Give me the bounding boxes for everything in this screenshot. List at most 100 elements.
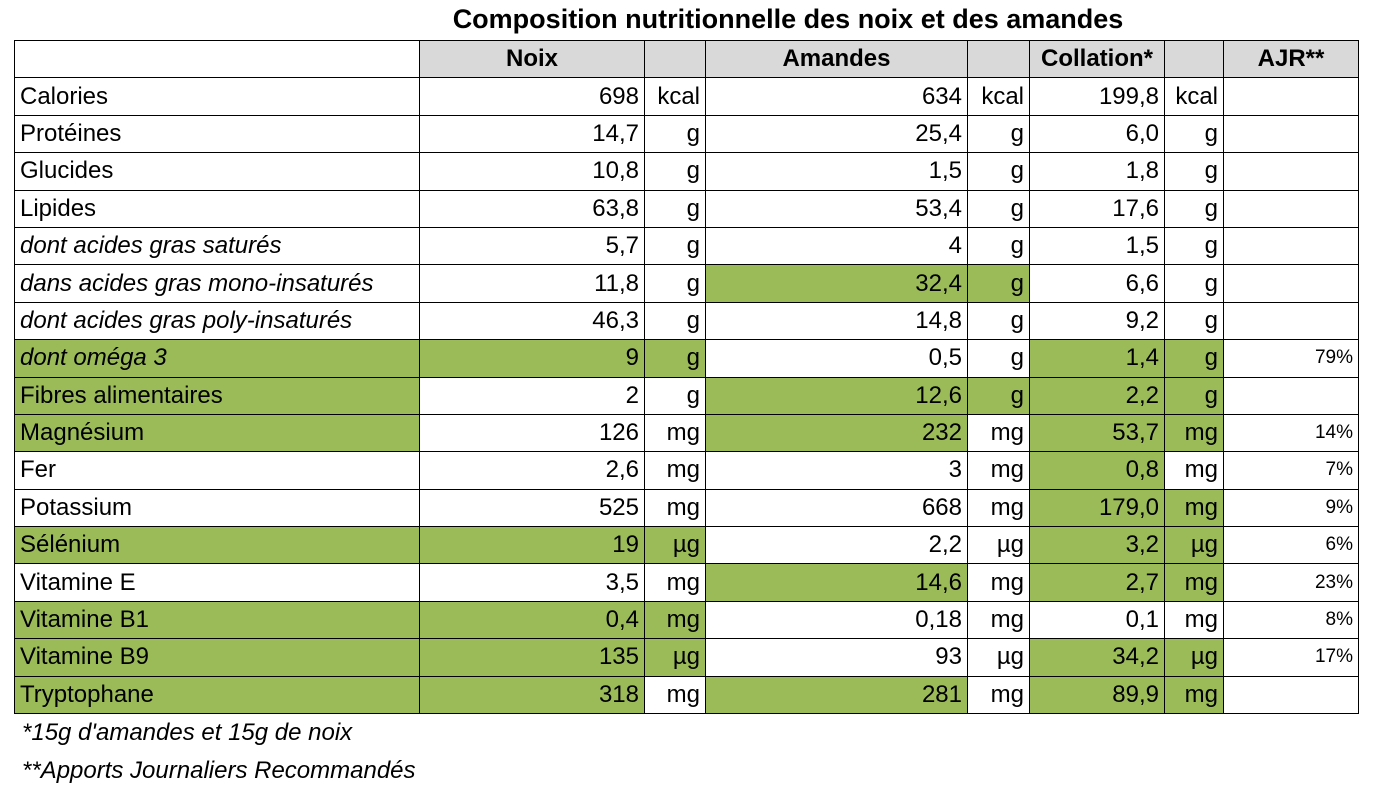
noix-unit: mg (644, 488, 706, 528)
noix-unit: µg (644, 526, 706, 565)
table-row: Fer 2,6 mg 3 mg 0,8 mg 7% (14, 451, 1359, 490)
nutrient-label: Protéines (14, 114, 420, 154)
table-row: Vitamine B1 0,4 mg 0,18 mg 0,1 mg 8% (14, 600, 1359, 640)
collation-value: 3,2 (1029, 526, 1165, 565)
table-row: Glucides 10,8 g 1,5 g 1,8 g (14, 152, 1359, 191)
noix-value: 5,7 (419, 226, 645, 266)
noix-unit: g (644, 114, 706, 154)
table-row: dont acides gras saturés 5,7 g 4 g 1,5 g (14, 226, 1359, 266)
collation-value: 1,5 (1029, 226, 1165, 266)
amandes-value: 4 (705, 226, 968, 266)
amandes-unit: mg (967, 675, 1030, 715)
amandes-value: 32,4 (705, 264, 968, 303)
nutrient-label: Vitamine B9 (14, 638, 420, 677)
nutrient-label: dans acides gras mono-insaturés (14, 264, 420, 303)
nutrient-label: dont acides gras poly-insaturés (14, 301, 420, 341)
table-row: Vitamine E 3,5 mg 14,6 mg 2,7 mg 23% (14, 563, 1359, 602)
ajr-value (1223, 301, 1359, 341)
header-noix: Noix (419, 39, 645, 79)
noix-value: 525 (419, 488, 645, 528)
table-row: Potassium 525 mg 668 mg 179,0 mg 9% (14, 488, 1359, 528)
amandes-value: 281 (705, 675, 968, 715)
noix-value: 2,6 (419, 451, 645, 490)
amandes-unit: g (967, 301, 1030, 341)
amandes-unit: µg (967, 526, 1030, 565)
collation-value: 17,6 (1029, 189, 1165, 228)
collation-unit: g (1164, 152, 1224, 191)
collation-value: 53,7 (1029, 413, 1165, 453)
amandes-value: 53,4 (705, 189, 968, 228)
ajr-value (1223, 226, 1359, 266)
amandes-value: 1,5 (705, 152, 968, 191)
nutrient-label: Vitamine B1 (14, 600, 420, 640)
ajr-value: 23% (1223, 563, 1359, 602)
collation-value: 6,6 (1029, 264, 1165, 303)
noix-unit: mg (644, 451, 706, 490)
table-row: Protéines 14,7 g 25,4 g 6,0 g (14, 114, 1359, 154)
collation-value: 2,7 (1029, 563, 1165, 602)
amandes-unit: kcal (967, 77, 1030, 116)
table-row: Fibres alimentaires 2 g 12,6 g 2,2 g (14, 376, 1359, 415)
collation-unit: mg (1164, 451, 1224, 490)
header-blank (14, 39, 420, 79)
collation-value: 199,8 (1029, 77, 1165, 116)
collation-value: 89,9 (1029, 675, 1165, 715)
collation-value: 34,2 (1029, 638, 1165, 677)
collation-unit: µg (1164, 638, 1224, 677)
noix-value: 126 (419, 413, 645, 453)
noix-unit: kcal (644, 77, 706, 116)
collation-unit: g (1164, 226, 1224, 266)
table-row: Sélénium 19 µg 2,2 µg 3,2 µg 6% (14, 526, 1359, 565)
collation-value: 0,1 (1029, 600, 1165, 640)
collation-unit: g (1164, 376, 1224, 415)
collation-value: 6,0 (1029, 114, 1165, 154)
amandes-value: 232 (705, 413, 968, 453)
nutrient-label: dont oméga 3 (14, 339, 420, 378)
header-noix-unit (644, 39, 706, 79)
table-row: Tryptophane 318 mg 281 mg 89,9 mg (14, 675, 1359, 715)
noix-unit: g (644, 226, 706, 266)
collation-unit: g (1164, 339, 1224, 378)
ajr-value (1223, 376, 1359, 415)
collation-value: 1,4 (1029, 339, 1165, 378)
noix-unit: mg (644, 600, 706, 640)
collation-value: 2,2 (1029, 376, 1165, 415)
noix-value: 9 (419, 339, 645, 378)
amandes-unit: mg (967, 600, 1030, 640)
noix-value: 698 (419, 77, 645, 116)
nutrient-label: Tryptophane (14, 675, 420, 715)
nutrient-label: Sélénium (14, 526, 420, 565)
footnote-collation: *15g d'amandes et 15g de noix (22, 719, 353, 746)
amandes-unit: mg (967, 451, 1030, 490)
collation-unit: g (1164, 189, 1224, 228)
nutrient-label: Fibres alimentaires (14, 376, 420, 415)
amandes-unit: g (967, 264, 1030, 303)
noix-unit: g (644, 152, 706, 191)
table-row: Vitamine B9 135 µg 93 µg 34,2 µg 17% (14, 638, 1359, 677)
table-row: dont oméga 3 9 g 0,5 g 1,4 g 79% (14, 339, 1359, 378)
amandes-unit: g (967, 226, 1030, 266)
ajr-value (1223, 264, 1359, 303)
footnote-ajr: **Apports Journaliers Recommandés (22, 757, 416, 784)
collation-unit: mg (1164, 563, 1224, 602)
collation-unit: mg (1164, 488, 1224, 528)
table-row: dans acides gras mono-insaturés 11,8 g 32,4… (14, 264, 1359, 303)
noix-value: 19 (419, 526, 645, 565)
collation-unit: mg (1164, 600, 1224, 640)
ajr-value (1223, 189, 1359, 228)
collation-value: 1,8 (1029, 152, 1165, 191)
ajr-value: 79% (1223, 339, 1359, 378)
ajr-value (1223, 77, 1359, 116)
amandes-unit: g (967, 152, 1030, 191)
amandes-value: 634 (705, 77, 968, 116)
nutrient-label: Glucides (14, 152, 420, 191)
collation-value: 0,8 (1029, 451, 1165, 490)
table-title: Composition nutritionnelle des noix et d… (452, 4, 1124, 34)
amandes-value: 93 (705, 638, 968, 677)
nutrient-label: dont acides gras saturés (14, 226, 420, 266)
amandes-value: 0,18 (705, 600, 968, 640)
amandes-value: 2,2 (705, 526, 968, 565)
noix-unit: g (644, 189, 706, 228)
table-row: dont acides gras poly-insaturés 46,3 g 14,8… (14, 301, 1359, 341)
ajr-value: 6% (1223, 526, 1359, 565)
